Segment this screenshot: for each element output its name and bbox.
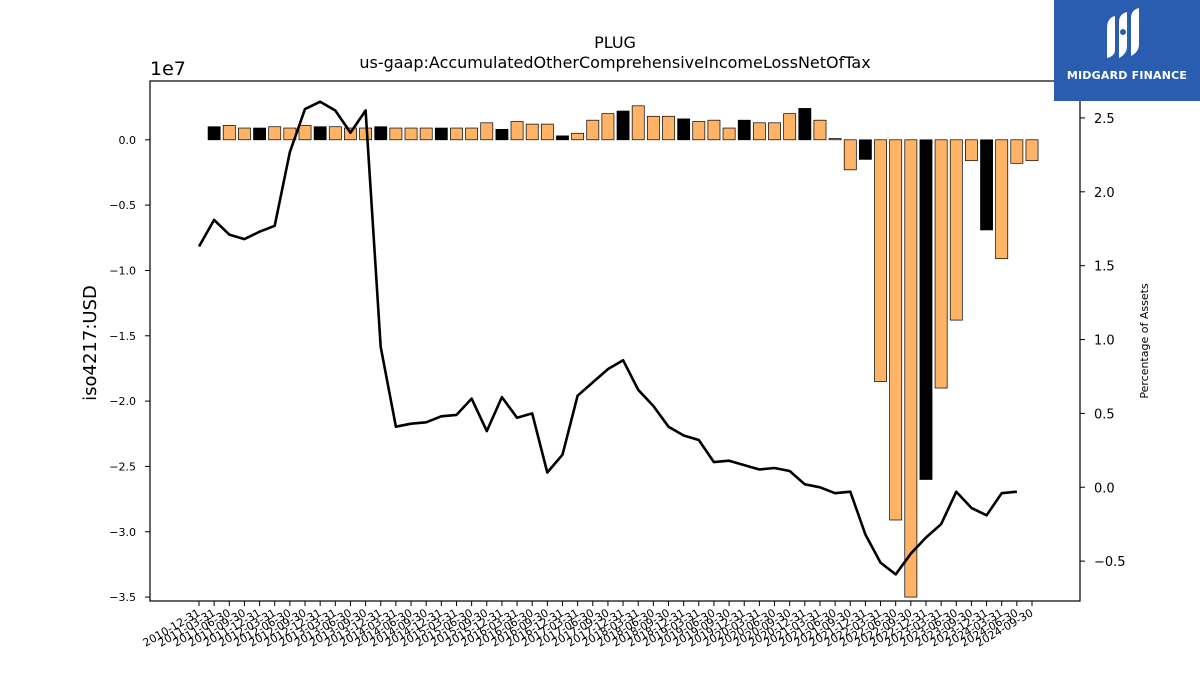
bar (253, 127, 266, 141)
bar (692, 121, 706, 141)
bar (434, 127, 448, 141)
bar (707, 119, 721, 141)
bar (798, 108, 812, 141)
bar (995, 139, 1009, 260)
bar (480, 122, 494, 141)
bar (722, 127, 736, 141)
bar (374, 126, 388, 141)
bar (1010, 139, 1024, 164)
bar (768, 122, 781, 141)
bar (207, 126, 221, 141)
y-tick-label: −2.5 (109, 460, 136, 473)
right-y-axis-label: Percentage of Assets (1138, 283, 1151, 399)
right-y-tick-label: 1.5 (1094, 260, 1115, 275)
bar (389, 127, 403, 141)
percentage-line (197, 100, 1018, 576)
right-y-tick-label: 2.5 (1094, 112, 1115, 127)
bar (571, 132, 585, 141)
bar (858, 139, 872, 160)
y-tick-label: 0.0 (119, 134, 137, 147)
bar (1025, 139, 1039, 162)
y-tick-label: −3.0 (109, 526, 136, 539)
bar (919, 139, 933, 480)
bar (525, 123, 539, 141)
right-y-tick-label: 1.0 (1094, 334, 1115, 349)
midgard-logo-icon (1107, 8, 1139, 58)
bar (828, 138, 842, 141)
y-axis-left: 0.0 −0.5 −1.0 −1.5 −2.0 −2.5 −3.0 −3.5 (109, 134, 150, 604)
brand-logo: MIDGARD FINANCE (1054, 0, 1200, 101)
y-tick-label: −0.5 (109, 199, 136, 212)
y-tick-label: −1.5 (109, 330, 136, 343)
bar (450, 127, 463, 141)
bar (510, 121, 524, 141)
bar (752, 122, 766, 141)
y-tick-label: −1.0 (109, 264, 136, 277)
bar (616, 110, 630, 141)
chart-title: PLUG (594, 33, 636, 52)
bar (889, 139, 903, 521)
bar (737, 119, 751, 141)
bar (934, 139, 948, 389)
right-y-tick-label: 2.0 (1094, 186, 1115, 201)
y-axis-offset-text: 1e7 (150, 58, 186, 80)
right-y-tick-label: 0.0 (1094, 481, 1115, 496)
bar (328, 126, 342, 141)
plot-frame (149, 80, 1081, 602)
bar (222, 125, 236, 141)
bar (465, 127, 479, 141)
bar-series (207, 105, 1039, 598)
bar (419, 127, 433, 141)
bar (313, 126, 327, 141)
right-y-tick-label: 0.5 (1094, 407, 1115, 422)
bar (586, 119, 600, 141)
bar (677, 118, 691, 141)
y-tick-label: −3.5 (109, 591, 136, 604)
bar (238, 127, 251, 141)
y-tick-label: −2.0 (109, 395, 136, 408)
bar (874, 139, 887, 382)
right-y-tick-label: −0.5 (1094, 555, 1126, 570)
bar (646, 115, 660, 141)
x-axis: 2010-12-312011-03-312011-06-302011-09-30… (141, 601, 1036, 650)
bar (965, 139, 978, 162)
brand-logo-text: MIDGARD FINANCE (1066, 69, 1188, 82)
bar (404, 127, 418, 141)
bar (949, 139, 963, 321)
line-series (197, 100, 1018, 576)
bar (298, 125, 312, 141)
bar (540, 123, 554, 141)
bar (783, 113, 797, 141)
bar (601, 113, 615, 141)
bar (268, 126, 282, 141)
y-axis-right: 2.5 2.0 1.5 1.0 0.5 0.0 −0.5 (1080, 112, 1126, 570)
bar (556, 135, 569, 141)
bar (843, 139, 857, 171)
bar (631, 105, 645, 141)
bar (813, 119, 827, 141)
bar (495, 128, 509, 141)
chart-subtitle: us-gaap:AccumulatedOtherComprehensiveInc… (359, 53, 870, 72)
bar (980, 139, 993, 231)
y-axis-label: iso4217:USD (80, 285, 101, 401)
bar (904, 139, 918, 598)
bar (662, 115, 675, 141)
